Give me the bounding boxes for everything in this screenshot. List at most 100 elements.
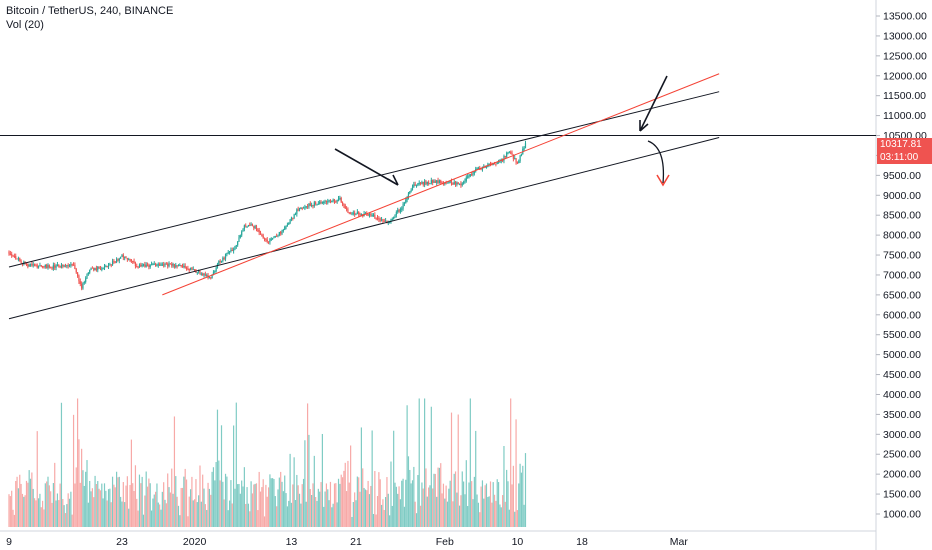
candle-body (231, 250, 233, 252)
candle-body (331, 200, 333, 203)
candle-body (524, 143, 527, 149)
volume-bar (194, 499, 196, 527)
volume-bar (223, 499, 225, 527)
volume-bar (333, 483, 336, 527)
volume-bar (320, 482, 322, 527)
volume-bar (500, 507, 502, 527)
candle-body (243, 225, 245, 229)
volume-bar (17, 488, 20, 527)
volume-bar (397, 493, 399, 527)
volume-bar (117, 477, 119, 527)
candle-body (286, 224, 289, 227)
volume-bar (246, 487, 248, 527)
candle-body (343, 204, 345, 206)
volume-bar (483, 498, 485, 527)
candle-body (504, 156, 506, 158)
candle-body (99, 267, 102, 270)
volume-bar (222, 481, 224, 527)
chart-symbol-title[interactable]: Bitcoin / TetherUS, 240, BINANCE (6, 5, 174, 17)
x-tick-label: Feb (436, 536, 454, 548)
volume-bar (323, 506, 325, 527)
candle-body (8, 251, 10, 254)
candle-body (62, 264, 64, 267)
volume-bar (491, 502, 493, 527)
volume-bar (250, 481, 252, 527)
y-tick-label: 11500.00 (883, 90, 926, 102)
candle-body (308, 203, 310, 207)
volume-bar (129, 484, 131, 527)
candle-body (58, 264, 60, 267)
volume-bar (79, 482, 81, 527)
volume-bar (378, 472, 380, 527)
candle-body (255, 226, 258, 230)
candle-body (354, 212, 356, 215)
candle-body (407, 193, 410, 197)
volume-bar (51, 502, 53, 527)
volume-indicator-label[interactable]: Vol (20) (6, 19, 44, 31)
y-tick-label: 1000.00 (883, 509, 921, 521)
volume-bar (19, 474, 21, 527)
y-tick-label: 6500.00 (883, 289, 921, 301)
candle-body (91, 267, 93, 269)
candle-body (429, 183, 431, 185)
volume-bar (341, 477, 344, 527)
candle-body (281, 230, 283, 234)
candle-body (519, 155, 521, 162)
candle-body (399, 209, 401, 212)
volume-bar (212, 467, 215, 527)
projection-arrowhead (656, 174, 670, 187)
volume-bar (401, 480, 403, 527)
volume-bar (507, 481, 509, 527)
volume-bar (354, 492, 356, 527)
candle-body (345, 208, 348, 210)
volume-bar (140, 483, 142, 527)
volume-bar (52, 483, 54, 527)
candle-body (401, 208, 403, 210)
volume-bar (484, 485, 486, 527)
candle-body (195, 271, 197, 273)
candle-body (51, 267, 53, 269)
volume-bar (172, 493, 174, 527)
volume-bar (448, 488, 450, 527)
candle-body (312, 204, 314, 206)
volume-bar (195, 479, 197, 527)
volume-bar (433, 473, 435, 527)
volume-bar (56, 493, 59, 527)
candle-body (514, 158, 516, 160)
candle-body (280, 231, 282, 234)
candle-body (125, 256, 127, 259)
volume-bar (71, 514, 73, 527)
volume-bar (426, 496, 428, 527)
volume-bar (345, 491, 348, 527)
volume-bar (393, 430, 395, 527)
candle-body (457, 182, 459, 185)
candle-body (518, 161, 520, 163)
candle-body (218, 261, 220, 265)
candle-body (183, 265, 185, 267)
candle-body (199, 270, 201, 275)
candle-body (23, 261, 25, 264)
volume-bar (285, 493, 287, 527)
candle-body (386, 220, 388, 223)
y-tick-label: 7500.00 (883, 250, 921, 262)
candle-body (70, 264, 72, 266)
volume-bar (33, 498, 36, 527)
candle-body (359, 214, 361, 216)
volume-bar (171, 468, 173, 527)
candle-body (305, 206, 307, 208)
candle-body (333, 199, 336, 202)
volume-bar (523, 504, 525, 527)
candle-body (450, 181, 453, 184)
y-tick-label: 3000.00 (883, 429, 921, 441)
volume-bar (110, 502, 112, 527)
candle-body (437, 180, 439, 183)
candle-body (503, 156, 505, 161)
candle-body (83, 281, 85, 283)
candle-body (233, 249, 235, 251)
candle-body (292, 217, 294, 219)
candle-body (102, 268, 104, 270)
volume-bar (332, 503, 334, 527)
volume-bar (160, 509, 162, 527)
y-axis: 13500.00 13000.00 12500.00 12000.00 11500.00… (876, 11, 927, 521)
